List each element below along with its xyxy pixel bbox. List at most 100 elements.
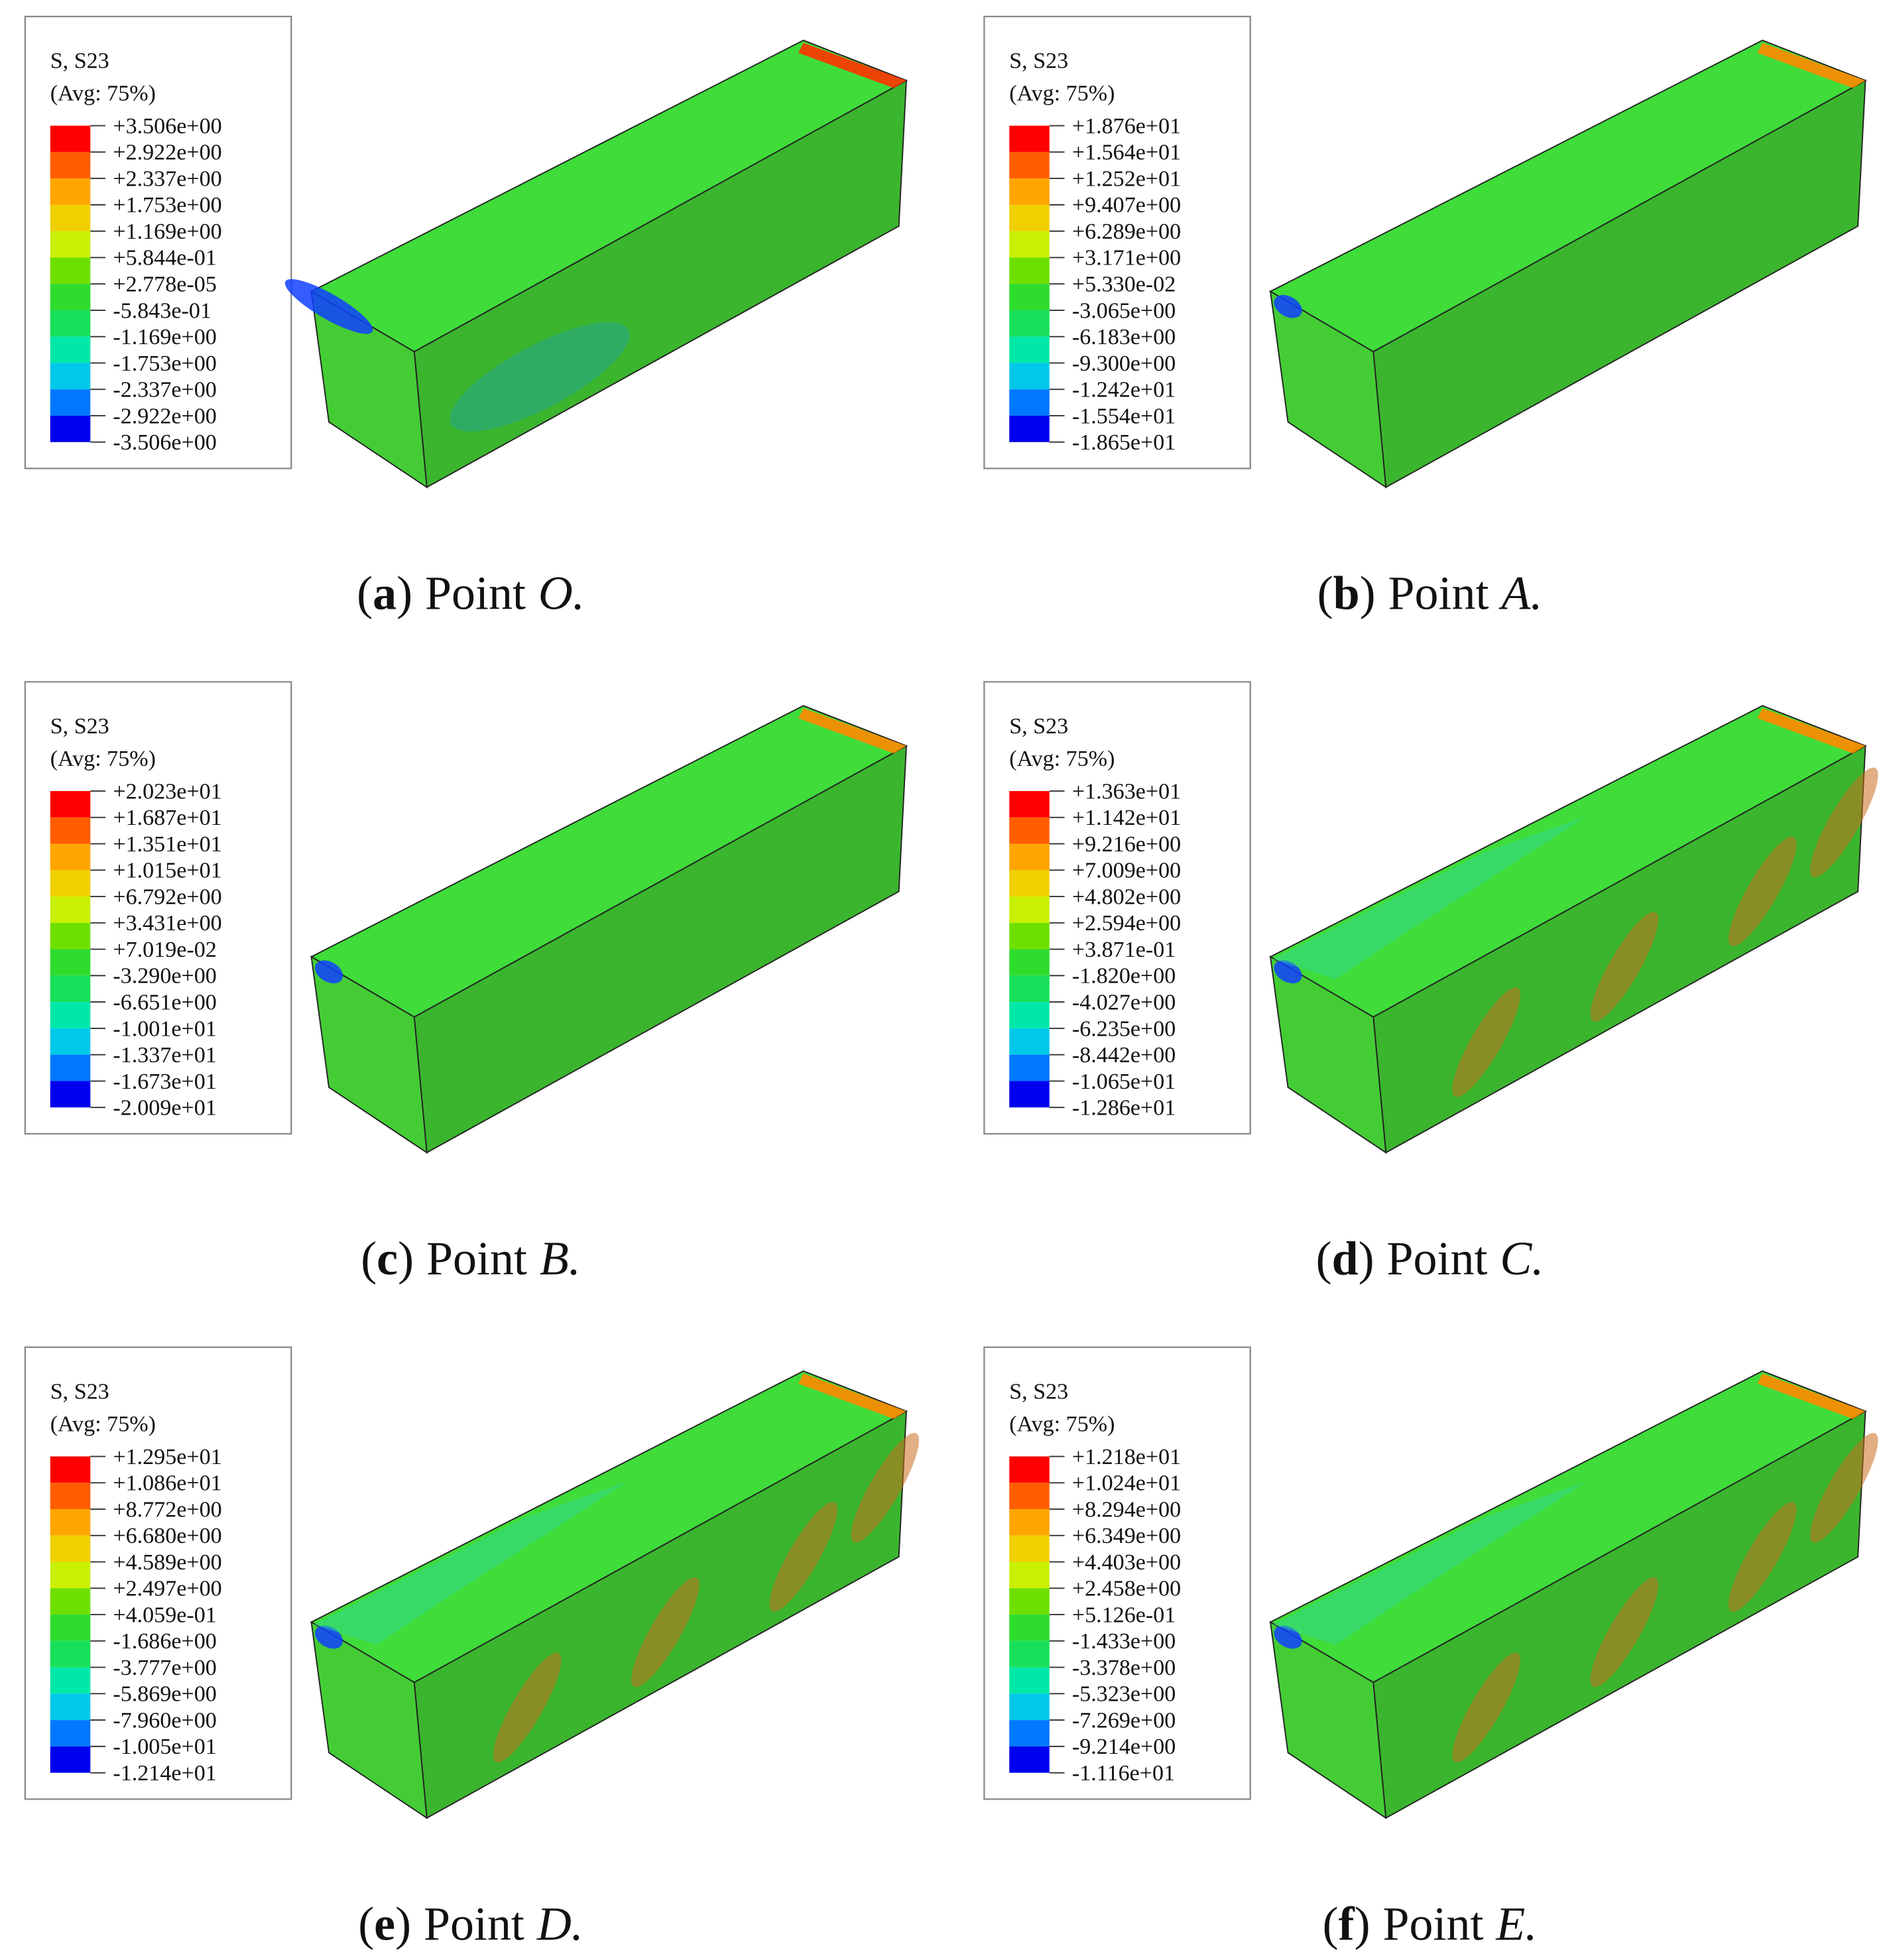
caption-text: Point [424, 1897, 524, 1950]
caption-point: B. [540, 1232, 581, 1285]
legend-label: -6.183e+00 [1072, 325, 1176, 349]
legend-swatch [50, 1028, 91, 1055]
hotspot-blue [1274, 294, 1302, 318]
legend-label: +8.294e+00 [1072, 1497, 1181, 1522]
legend-label: -1.005e+01 [113, 1735, 216, 1759]
legend-label: -1.116e+01 [1072, 1761, 1175, 1786]
caption-open: ( [361, 1232, 377, 1285]
legend-label: +3.871e-01 [1072, 938, 1176, 962]
legend-swatch [1009, 415, 1050, 442]
legend-swatch [1009, 152, 1050, 179]
legend-label: -1.753e+00 [113, 351, 216, 376]
caption-point: D. [536, 1897, 583, 1950]
caption-letter: e [374, 1897, 395, 1950]
legend-label: +3.171e+00 [1072, 246, 1181, 271]
legend-swatch [50, 1667, 91, 1694]
legend-title: S, S23 [1009, 1379, 1068, 1404]
panel: S, S23 (Avg: 75%) +3.506e+00+2.922e+00+2.3… [24, 15, 908, 620]
legend-swatch [50, 922, 91, 949]
legend-swatch [1009, 1054, 1050, 1081]
legend-swatch [50, 975, 91, 1003]
legend-label: -9.300e+00 [1072, 351, 1176, 376]
patch-orange [1452, 987, 1520, 1097]
legend-label: -3.378e+00 [1072, 1656, 1176, 1680]
caption-open: ( [358, 1897, 374, 1950]
legend-label: -1.286e+01 [1072, 1096, 1176, 1121]
caption-text: Point [1387, 1232, 1488, 1285]
legend-swatch [1009, 363, 1050, 390]
legend-swatch [1009, 1746, 1050, 1773]
legend-swatch [1009, 1588, 1050, 1615]
legend-label: +1.295e+01 [113, 1445, 221, 1469]
caption: (e) Point D. [358, 1897, 583, 1950]
legend-label: -3.290e+00 [113, 964, 216, 989]
hotspot-red [798, 42, 906, 88]
legend-label: +7.009e+00 [1072, 859, 1181, 883]
legend-swatch [1009, 896, 1050, 923]
legend-label: +7.019e-02 [113, 938, 216, 962]
legend-label: +6.680e+00 [113, 1524, 221, 1548]
legend-swatch [1009, 178, 1050, 205]
caption-open: ( [357, 567, 373, 620]
legend-label: +1.876e+01 [1072, 114, 1181, 139]
panel: S, S23 (Avg: 75%) +1.218e+01+1.024e+01+8.2… [983, 1346, 1878, 1950]
legend-label: -1.673e+01 [113, 1070, 216, 1094]
legend-swatch [50, 1483, 91, 1510]
legend-label: +1.024e+01 [1072, 1471, 1181, 1496]
legend-swatch [1009, 336, 1050, 363]
panel: S, S23 (Avg: 75%) +1.295e+01+1.086e+01+8.7… [24, 1346, 920, 1950]
legend-swatch [50, 231, 91, 258]
hotspot-blue [314, 1625, 343, 1649]
caption-open: ( [1316, 1232, 1332, 1285]
legend-label: +1.753e+00 [113, 193, 221, 217]
legend-swatch [50, 1002, 91, 1028]
legend-swatch [1009, 870, 1050, 897]
legend-label: +6.289e+00 [1072, 219, 1181, 244]
caption: (b) Point A. [1317, 567, 1543, 620]
legend-swatch [1009, 1028, 1050, 1055]
legend-label: +1.351e+01 [113, 832, 221, 857]
legend-swatch [50, 415, 91, 442]
legend-label: +8.772e+00 [113, 1497, 221, 1522]
patch-cyan [450, 322, 630, 432]
legend-label: -4.027e+00 [1072, 990, 1176, 1014]
caption-point: E. [1495, 1897, 1537, 1950]
legend-label: +4.802e+00 [1072, 885, 1181, 909]
legend-swatch [50, 257, 91, 284]
legend-label: +2.778e-05 [113, 273, 216, 297]
panel: S, S23 (Avg: 75%) +1.876e+01+1.564e+01+1.2… [983, 15, 1867, 620]
caption-point: C. [1500, 1232, 1544, 1285]
legend-swatch [50, 389, 91, 416]
legend-swatch [1009, 1720, 1050, 1746]
legend-swatch [1009, 231, 1050, 258]
caption-close: ) [1360, 567, 1376, 620]
legend-label: +2.497e+00 [113, 1577, 221, 1601]
caption-letter: a [373, 567, 396, 620]
legend-label: +9.216e+00 [1072, 832, 1181, 857]
legend-label: +4.059e-01 [113, 1603, 216, 1627]
caption-close: ) [395, 1897, 411, 1950]
legend-swatch [50, 363, 91, 390]
hotspot-blue [1274, 1625, 1302, 1649]
caption-close: ) [1359, 1232, 1374, 1285]
hotspot-red [1757, 708, 1866, 754]
legend-label: +4.403e+00 [1072, 1550, 1181, 1575]
legend-swatch [1009, 257, 1050, 284]
legend-swatch [1009, 1081, 1050, 1108]
legend-swatch [50, 896, 91, 923]
patch-orange [493, 1652, 562, 1762]
caption-letter: b [1333, 567, 1360, 620]
legend-title: S, S23 [1009, 714, 1068, 739]
panel: S, S23 (Avg: 75%) +1.363e+01+1.142e+01+9.2… [983, 681, 1878, 1285]
beam-end-face [1269, 955, 1387, 1154]
legend-swatch [1009, 1509, 1050, 1536]
caption-text: Point [426, 1232, 527, 1285]
hotspot-red [1757, 1373, 1866, 1419]
patch-orange [1590, 912, 1659, 1022]
caption-letter: c [377, 1232, 398, 1285]
legend-label: -3.065e+00 [1072, 298, 1176, 323]
legend-subtitle: (Avg: 75%) [50, 1412, 156, 1437]
legend-swatch [50, 310, 91, 337]
legend-label: +5.330e-02 [1072, 273, 1176, 297]
legend-swatch [1009, 1535, 1050, 1562]
